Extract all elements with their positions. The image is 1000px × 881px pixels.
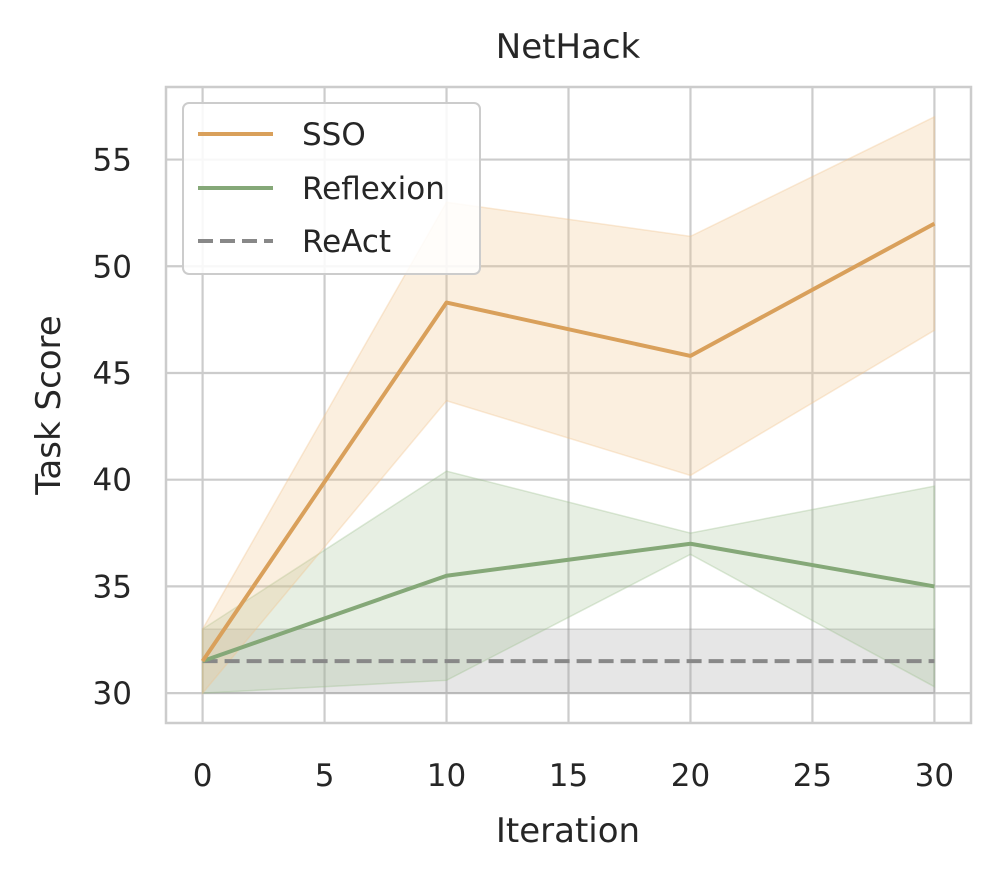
plot-frame	[164, 85, 973, 725]
series-line-sso	[200, 221, 936, 663]
confidence-band-sso	[201, 115, 936, 696]
x-tick-label: 15	[549, 758, 588, 794]
x-tick-labels: 0 5 10 15 20 25 30	[193, 758, 954, 794]
y-tick-label: 55	[93, 143, 132, 179]
legend-label-react: ReAct	[302, 224, 391, 260]
series-lines	[200, 221, 936, 664]
x-tick-label: 30	[915, 758, 954, 794]
x-tick-label: 10	[427, 758, 466, 794]
x-tick-label: 0	[193, 758, 213, 794]
y-tick-label: 35	[93, 569, 132, 605]
legend-label-reflexion: Reflexion	[302, 171, 445, 207]
legend-label-sso: SSO	[302, 117, 366, 153]
legend: SSO Reflexion ReAct	[182, 102, 481, 275]
y-tick-labels: 30 35 40 45 50 55	[93, 143, 132, 713]
x-tick-label: 25	[793, 758, 832, 794]
x-tick-label: 5	[315, 758, 335, 794]
y-tick-label: 30	[93, 676, 132, 712]
x-tick-label: 20	[671, 758, 710, 794]
y-tick-label: 45	[93, 356, 132, 392]
chart-title: NetHack	[496, 27, 641, 67]
y-axis-label: Task Score	[29, 315, 69, 495]
x-axis-label: Iteration	[496, 811, 640, 851]
y-tick-label: 50	[93, 249, 132, 285]
y-tick-label: 40	[93, 463, 132, 499]
legend-box	[182, 102, 481, 275]
series-line-reflexion	[201, 541, 935, 663]
confidence-band-reflexion	[201, 470, 936, 694]
